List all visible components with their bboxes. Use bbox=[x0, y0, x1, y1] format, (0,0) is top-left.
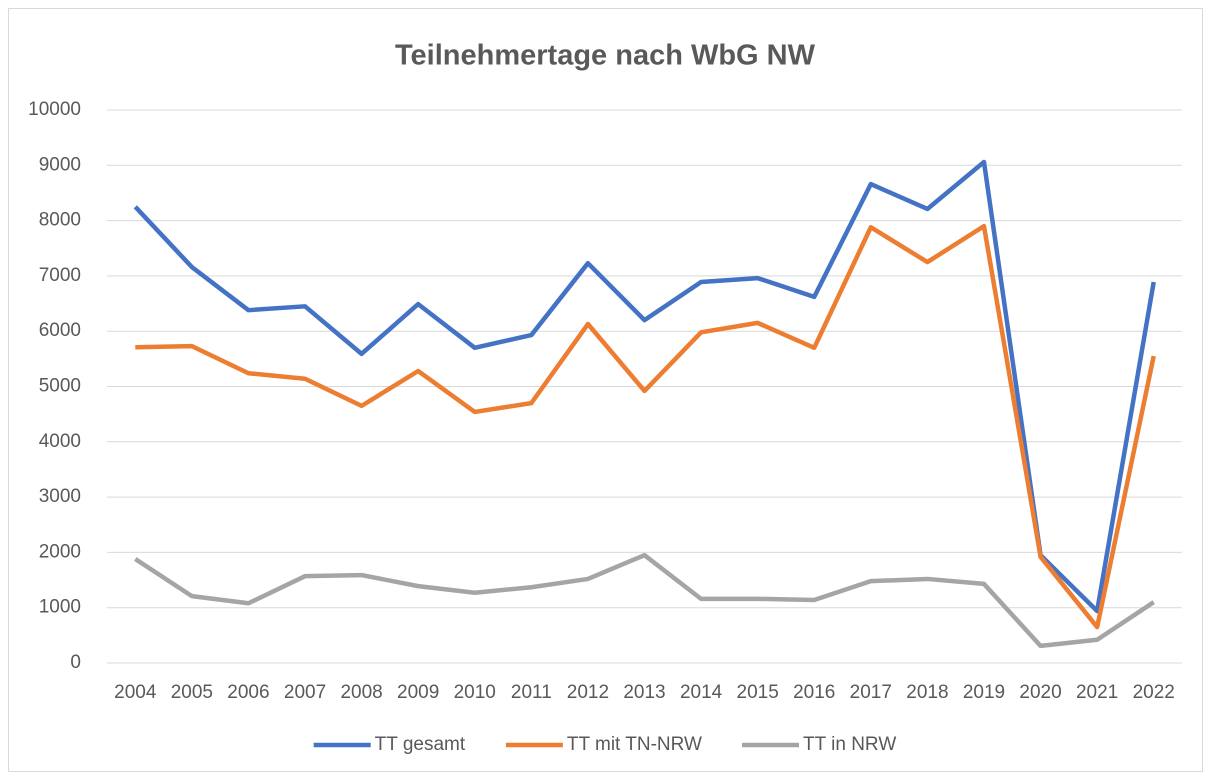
x-tick-label: 2008 bbox=[340, 682, 382, 703]
x-tick-label: 2021 bbox=[1076, 682, 1118, 703]
x-tick-label: 2019 bbox=[963, 682, 1005, 703]
x-tick-label: 2006 bbox=[227, 682, 269, 703]
x-tick-label: 2010 bbox=[454, 682, 496, 703]
x-tick-label: 2014 bbox=[680, 682, 723, 703]
legend-label: TT mit TN-NRW bbox=[567, 734, 702, 755]
x-tick-label: 2009 bbox=[397, 682, 439, 703]
legend-label: TT gesamt bbox=[375, 734, 466, 755]
y-tick-label: 2000 bbox=[39, 541, 81, 562]
y-tick-label: 6000 bbox=[39, 320, 81, 341]
x-tick-label: 2013 bbox=[623, 682, 665, 703]
x-tick-label: 2007 bbox=[284, 682, 326, 703]
x-tick-label: 2020 bbox=[1019, 682, 1061, 703]
legend-label: TT in NRW bbox=[803, 734, 896, 755]
x-tick-label: 2015 bbox=[737, 682, 779, 703]
y-tick-label: 5000 bbox=[39, 376, 81, 397]
y-tick-label: 8000 bbox=[39, 210, 81, 231]
x-tick-label: 2018 bbox=[906, 682, 948, 703]
y-tick-label: 3000 bbox=[39, 486, 81, 507]
line-series bbox=[133, 159, 1156, 614]
x-tick-label: 2012 bbox=[567, 682, 609, 703]
x-tick-label: 2016 bbox=[793, 682, 835, 703]
y-tick-label: 7000 bbox=[39, 265, 81, 286]
x-tick-label: 2022 bbox=[1133, 682, 1175, 703]
y-tick-label: 10000 bbox=[28, 99, 81, 120]
chart-border bbox=[8, 8, 1203, 772]
line-series bbox=[135, 223, 1156, 630]
x-tick-label: 2005 bbox=[171, 682, 213, 703]
y-tick-label: 1000 bbox=[39, 597, 81, 618]
y-tick-label: 0 bbox=[70, 652, 81, 673]
x-tick-label: 2011 bbox=[511, 682, 552, 703]
chart-title: Teilnehmertage nach WbG NW bbox=[395, 40, 816, 72]
x-tick-label: 2004 bbox=[114, 682, 157, 703]
line-series bbox=[134, 552, 1155, 649]
x-tick-label: 2017 bbox=[850, 682, 892, 703]
y-tick-label: 9000 bbox=[39, 154, 81, 175]
y-tick-label: 4000 bbox=[39, 431, 81, 452]
